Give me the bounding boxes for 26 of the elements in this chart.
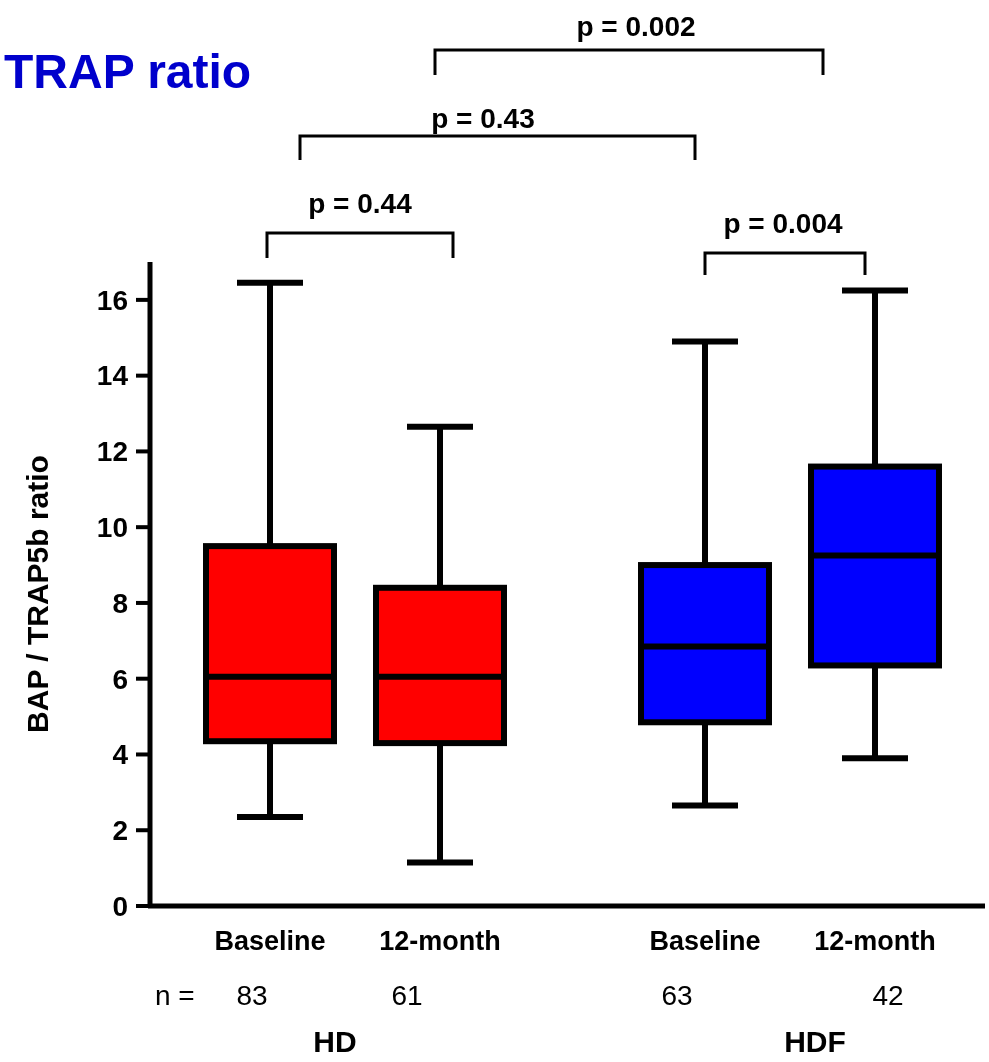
text: 83	[236, 980, 268, 1011]
x-tick-label: Baseline	[214, 926, 326, 956]
text: 42	[872, 980, 904, 1011]
chart-title: TRAP ratio	[4, 45, 252, 98]
y-tick-label: 12	[96, 436, 128, 468]
text: p = 0.002	[576, 11, 696, 42]
text: HDF	[784, 1025, 846, 1058]
y-tick-label: 10	[96, 511, 128, 543]
text: 61	[391, 980, 423, 1011]
x-tick-label: 12-month	[379, 926, 501, 956]
text: HD	[313, 1025, 357, 1058]
y-tick-label: 4	[112, 739, 129, 771]
x-tick-label: 12-month	[814, 926, 936, 956]
y-tick-label: 0	[112, 890, 128, 922]
text: p = 0.43	[431, 103, 535, 134]
y-tick-label: 2	[112, 815, 128, 847]
text: n =	[155, 980, 195, 1011]
text: 63	[661, 980, 693, 1011]
y-tick-label: 16	[96, 284, 128, 316]
y-tick-label: 6	[112, 663, 128, 695]
y-tick-label: 14	[96, 360, 129, 392]
text: p = 0.004	[723, 208, 843, 239]
text: p = 0.44	[308, 188, 413, 219]
x-tick-label: Baseline	[649, 926, 761, 956]
y-axis-title: BAP / TRAP5b ratio	[21, 455, 54, 733]
y-tick-label: 8	[112, 587, 128, 619]
